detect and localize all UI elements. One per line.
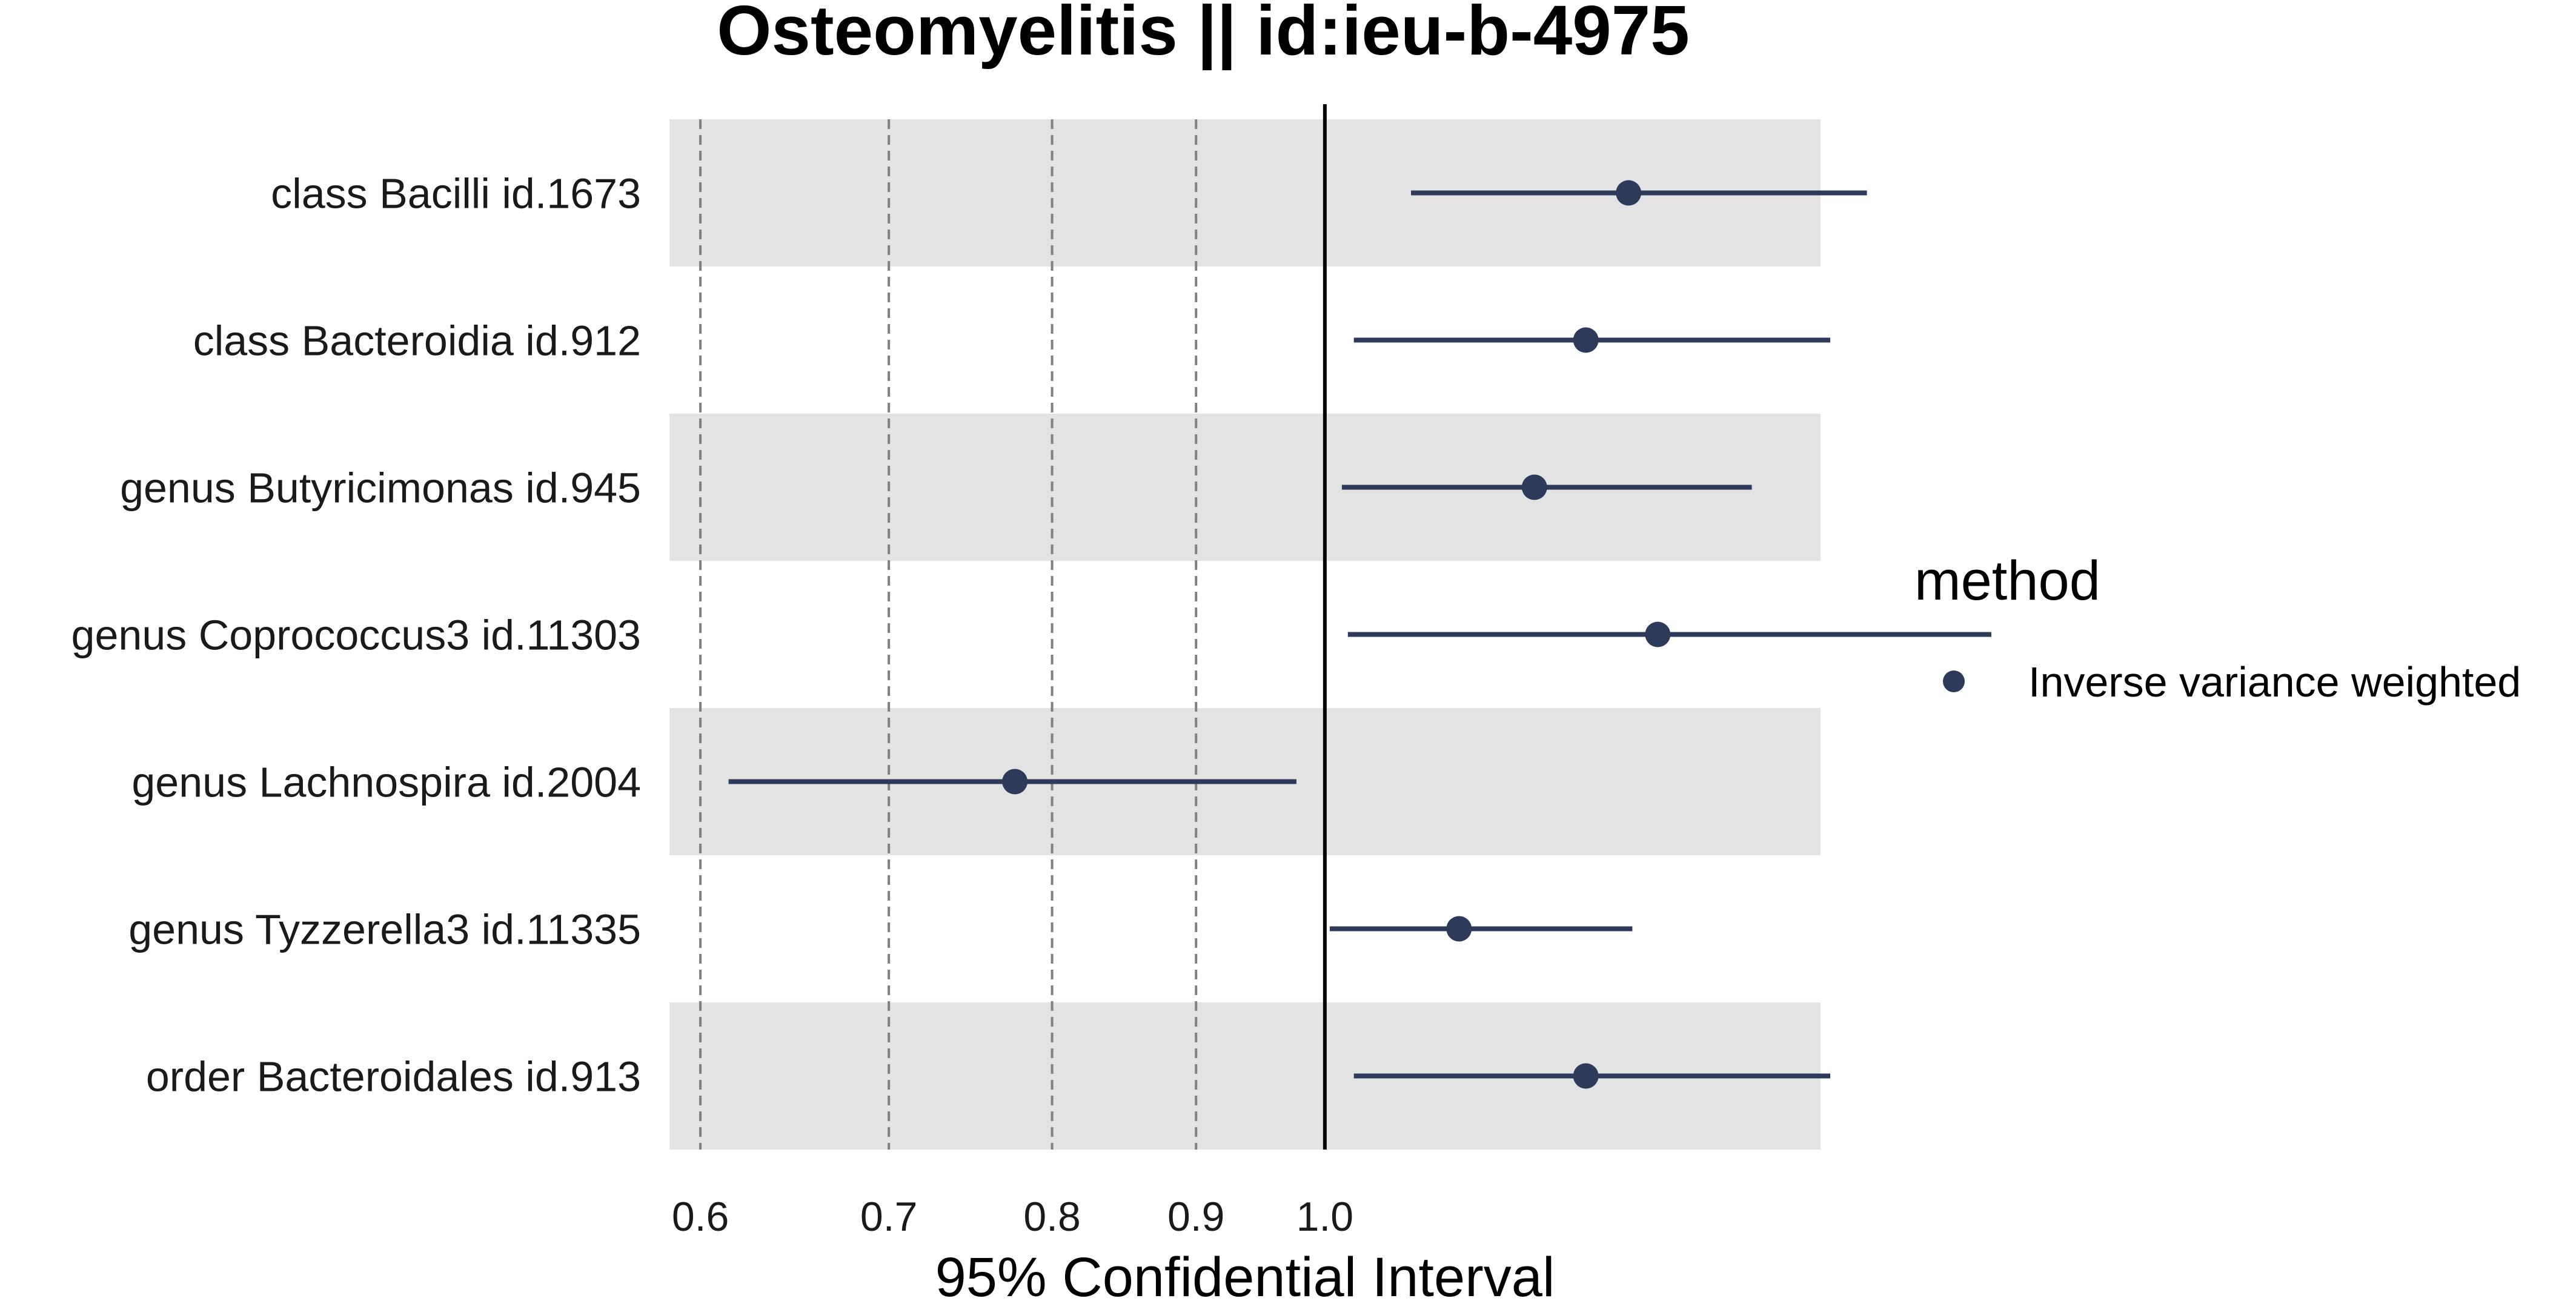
y-axis-label: class Bacteroidia id.912 bbox=[193, 317, 641, 365]
x-tick-label: 0.9 bbox=[1167, 1194, 1225, 1240]
x-tick-label: 0.6 bbox=[672, 1194, 729, 1240]
y-axis-label: class Bacilli id.1673 bbox=[271, 170, 641, 217]
y-axis-label: genus Butyricimonas id.945 bbox=[120, 465, 641, 512]
chart-title: Osteomyelitis || id:ieu-b-4975 bbox=[717, 0, 1690, 70]
y-axis-label: genus Tyzzerella3 id.11335 bbox=[128, 906, 641, 953]
legend-key-inverse-variance-weighted bbox=[1943, 670, 1965, 692]
y-axis-label: order Bacteroidales id.913 bbox=[146, 1053, 641, 1100]
x-tick-label: 0.8 bbox=[1023, 1194, 1081, 1240]
point-estimate bbox=[1573, 1063, 1599, 1089]
point-estimate bbox=[1645, 621, 1671, 647]
legend-title: method bbox=[1914, 550, 2100, 612]
x-tick-label: 0.7 bbox=[860, 1194, 918, 1240]
point-estimate bbox=[1446, 916, 1472, 942]
y-axis-label: genus Lachnospira id.2004 bbox=[131, 759, 641, 806]
x-tick-label: 1.0 bbox=[1296, 1194, 1354, 1240]
legend-label-inverse-variance-weighted: Inverse variance weighted bbox=[2028, 658, 2521, 706]
point-estimate bbox=[1573, 327, 1599, 353]
x-axis-tick-labels: 0.6 0.7 0.8 0.9 1.0 bbox=[672, 1194, 1353, 1240]
confidence-intervals bbox=[728, 190, 1992, 1079]
x-axis-title: 95% Confidential Interval bbox=[935, 1246, 1555, 1304]
x-gridlines bbox=[699, 119, 1198, 1150]
legend: method Inverse variance weighted bbox=[1914, 550, 2521, 706]
point-estimate bbox=[1616, 180, 1642, 206]
point-estimate bbox=[1521, 474, 1547, 500]
point-estimates bbox=[1002, 180, 1671, 1089]
y-axis-labels: class Bacilli id.1673 class Bacteroidia i… bbox=[71, 170, 641, 1100]
point-estimate bbox=[1002, 769, 1028, 795]
y-axis-label: genus Coprococcus3 id.11303 bbox=[71, 612, 641, 659]
